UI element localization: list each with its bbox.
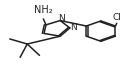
Text: Cl: Cl <box>113 13 122 22</box>
Text: N: N <box>70 23 77 32</box>
Text: N: N <box>58 14 65 23</box>
Text: NH₂: NH₂ <box>34 6 53 15</box>
